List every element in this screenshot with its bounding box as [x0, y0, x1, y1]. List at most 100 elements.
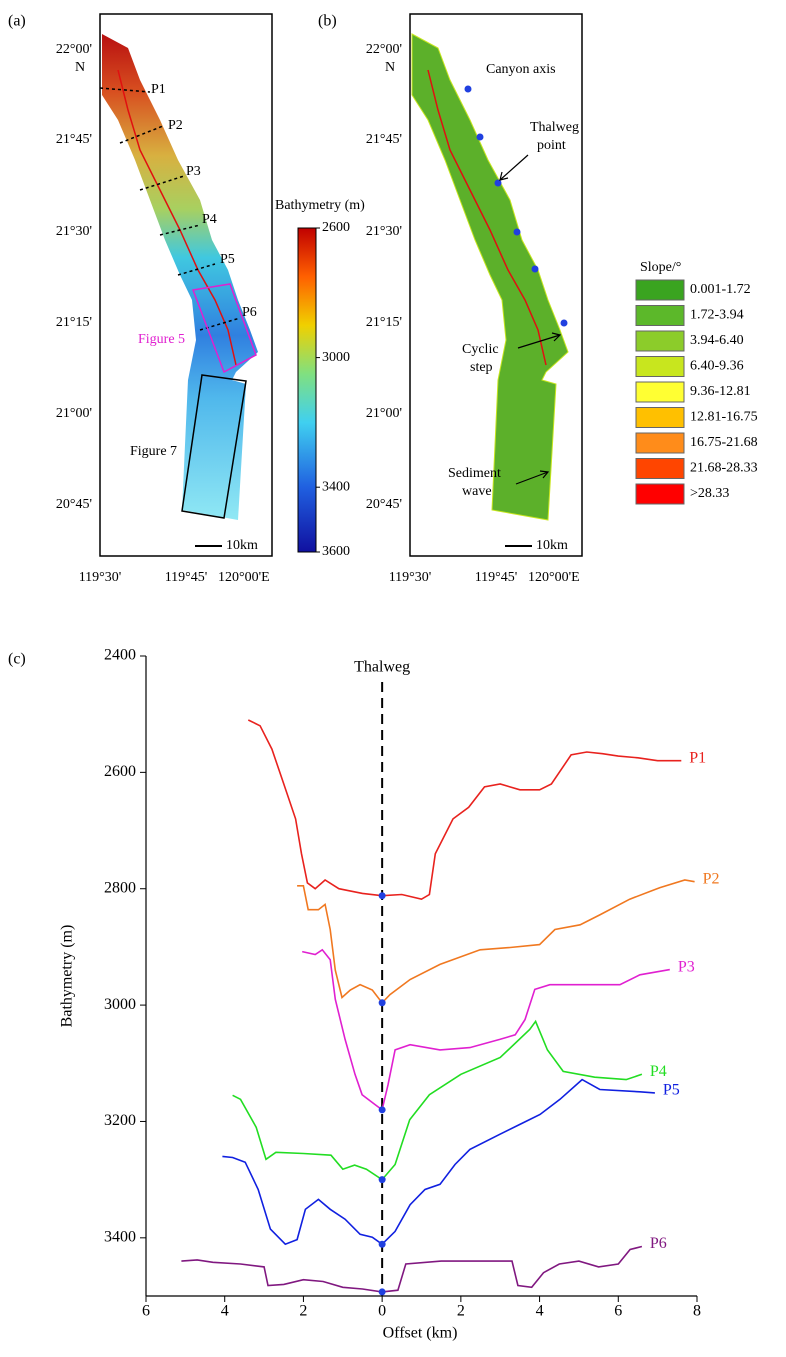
lon-label: 119°30': [79, 570, 122, 585]
legend-label: 21.68-28.33: [690, 461, 758, 476]
series-label: P5: [663, 1082, 680, 1099]
annotation: Sediment: [448, 466, 501, 481]
annotation: point: [537, 138, 566, 153]
y-tick-label: 3400: [104, 1228, 136, 1245]
series-label: P4: [650, 1063, 667, 1080]
colorbar: [297, 227, 317, 553]
lon-label: 119°30': [389, 570, 432, 585]
legend-swatch: [635, 407, 685, 428]
legend-swatch: [635, 279, 685, 301]
thalweg-point: [378, 1176, 386, 1184]
y-tick-label: 3000: [104, 996, 136, 1013]
legend-label: 6.40-9.36: [690, 359, 744, 374]
lat-label: 21°45': [366, 132, 402, 147]
box-label: Figure 7: [130, 444, 177, 459]
profile-line: [302, 948, 670, 1112]
x-tick-label: 0: [378, 1303, 386, 1320]
bathymetry-swath: [102, 34, 258, 520]
profile-line: [222, 1078, 655, 1246]
lat-label: 21°30': [56, 224, 92, 239]
legend-swatch: [635, 330, 685, 352]
profile-label: P5: [220, 252, 235, 267]
series-label: P6: [650, 1235, 667, 1252]
north-label: N: [75, 60, 85, 75]
legend-swatch: [635, 483, 685, 505]
y-tick-label: 3200: [104, 1112, 136, 1129]
colorbar-tick-label: 2600: [322, 220, 350, 235]
x-tick-label: 2: [299, 1303, 307, 1320]
canyon-axis: [427, 69, 547, 366]
panel-b: (b) Canyon axis Thalweg point Cyclic ste…: [318, 13, 681, 586]
series-label: P3: [678, 958, 695, 975]
colorbar-title: Bathymetry (m): [275, 198, 365, 213]
legend-label: 0.001-1.72: [690, 282, 751, 297]
legend-swatch: [635, 305, 685, 326]
thalweg-point: [378, 1240, 386, 1248]
x-tick-label: 4: [536, 1303, 544, 1320]
x-tick-label: 4: [221, 1303, 229, 1320]
north-label: N: [385, 60, 395, 75]
thalweg-points: [464, 85, 568, 327]
profile-line: [232, 1019, 643, 1181]
colorbar-tick-label: 3600: [322, 544, 350, 559]
box-label: Figure 5: [138, 332, 185, 347]
lon-label: 119°45': [475, 570, 518, 585]
y-tick-label: 2400: [104, 647, 136, 664]
lat-label: 20°45': [56, 497, 92, 512]
y-tick-label: 2600: [104, 763, 136, 780]
legend-label: 16.75-21.68: [690, 435, 758, 450]
annotation: Thalweg: [530, 120, 579, 135]
x-tick-label: 6: [614, 1303, 622, 1320]
x-axis-label: Offset (km): [383, 1325, 458, 1342]
legend-label: 12.81-16.75: [690, 410, 758, 425]
thalweg-point: [378, 999, 386, 1007]
lat-label: 21°00': [56, 406, 92, 421]
legend-swatch: [635, 432, 685, 454]
thalweg-point: [378, 1288, 386, 1296]
profile-label: P4: [202, 212, 217, 227]
lat-label: 21°15': [56, 315, 92, 330]
lat-label: 21°00': [366, 406, 402, 421]
thalweg-point: [378, 1106, 386, 1114]
colorbar-tick-label: 3400: [322, 479, 350, 494]
legend-label: 1.72-3.94: [690, 308, 744, 323]
series-label: P2: [703, 870, 720, 887]
map-frame: [409, 13, 583, 557]
lat-label: 22°00': [56, 42, 92, 57]
lon-label: 119°45': [165, 570, 208, 585]
legend-label: 9.36-12.81: [690, 384, 751, 399]
x-tick-label: 2: [457, 1303, 465, 1320]
panel-label: (c): [8, 651, 26, 668]
scale-label: 10km: [226, 538, 258, 553]
profile-line: [247, 719, 682, 901]
thalweg-label: Thalweg: [354, 659, 410, 676]
profile-label: P6: [242, 305, 257, 320]
profile-line: [297, 879, 695, 1005]
legend-swatch: [635, 356, 685, 377]
legend-label: >28.33: [690, 486, 729, 501]
legend-swatch: [635, 381, 685, 403]
series-label: P1: [689, 749, 706, 766]
x-tick-label: 6: [142, 1303, 150, 1320]
y-tick-label: 2800: [104, 879, 136, 896]
profile-lines: [99, 87, 241, 331]
lat-label: 21°45': [56, 132, 92, 147]
colorbar-tick-label: 3000: [322, 350, 350, 365]
panel-label: (b): [318, 13, 337, 30]
lat-label: 20°45': [366, 497, 402, 512]
profile-label: P3: [186, 164, 201, 179]
map-frame: [99, 13, 273, 557]
profile-label: P2: [168, 118, 183, 133]
figure-5-box: [191, 283, 257, 374]
profile-label: P1: [151, 82, 166, 97]
lon-label: 120°00'E: [218, 570, 270, 585]
lat-label: 21°30': [366, 224, 402, 239]
y-axis-label: Bathymetry (m): [59, 925, 76, 1028]
lat-label: 22°00': [366, 42, 402, 57]
scale-label: 10km: [536, 538, 568, 553]
x-tick-label: 8: [693, 1303, 701, 1320]
legend-title: Slope/°: [640, 260, 681, 275]
figure-7-box: [181, 374, 247, 519]
panel-label: (a): [8, 13, 26, 30]
